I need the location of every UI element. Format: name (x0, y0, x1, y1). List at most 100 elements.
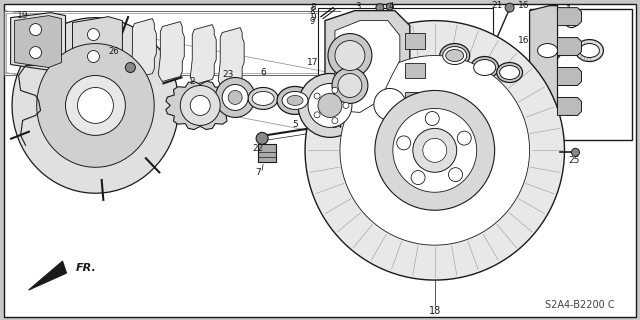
Text: 1: 1 (566, 4, 573, 15)
Ellipse shape (497, 62, 523, 83)
Circle shape (298, 74, 362, 137)
Text: 25: 25 (569, 156, 580, 165)
Polygon shape (29, 261, 67, 290)
Text: 10: 10 (334, 36, 346, 45)
Polygon shape (12, 18, 179, 193)
Polygon shape (72, 17, 122, 74)
Bar (545, 74, 563, 85)
Circle shape (376, 4, 384, 12)
Polygon shape (323, 76, 484, 132)
Polygon shape (218, 28, 244, 87)
Text: 22: 22 (253, 144, 264, 153)
Ellipse shape (443, 46, 467, 65)
Text: 2: 2 (189, 77, 195, 86)
Text: 3: 3 (355, 2, 360, 11)
Ellipse shape (579, 44, 600, 58)
Polygon shape (557, 37, 582, 56)
Circle shape (545, 108, 550, 113)
Circle shape (343, 102, 349, 108)
Ellipse shape (287, 95, 303, 105)
Circle shape (411, 171, 425, 185)
Polygon shape (557, 68, 582, 85)
Bar (529, 9, 632, 140)
Circle shape (256, 132, 268, 144)
Circle shape (458, 131, 471, 145)
Circle shape (328, 34, 372, 77)
Circle shape (429, 62, 441, 75)
Circle shape (77, 87, 113, 124)
Bar (405, 92, 425, 108)
Text: 16: 16 (518, 1, 529, 10)
Polygon shape (325, 11, 410, 125)
Text: 20: 20 (442, 81, 453, 90)
Ellipse shape (445, 50, 464, 61)
Polygon shape (11, 12, 65, 70)
Ellipse shape (504, 64, 518, 74)
Bar (405, 33, 425, 49)
Circle shape (567, 108, 572, 113)
Text: 9: 9 (310, 17, 315, 26)
Circle shape (29, 46, 42, 59)
Text: 16: 16 (518, 36, 529, 45)
Circle shape (308, 84, 352, 127)
Text: 7: 7 (255, 168, 261, 177)
Text: 5: 5 (292, 120, 298, 129)
Circle shape (335, 41, 365, 70)
Text: 11: 11 (434, 69, 445, 78)
Polygon shape (36, 44, 154, 167)
Text: FR.: FR. (76, 263, 96, 273)
Ellipse shape (252, 92, 274, 105)
Circle shape (88, 28, 99, 41)
Ellipse shape (470, 57, 499, 78)
Bar (258, 144, 276, 162)
Ellipse shape (575, 40, 604, 61)
Circle shape (449, 168, 463, 182)
Text: 9: 9 (310, 13, 316, 22)
Text: 21: 21 (491, 1, 502, 10)
Polygon shape (190, 25, 216, 84)
Circle shape (180, 85, 220, 125)
Circle shape (505, 3, 514, 12)
Circle shape (387, 3, 394, 10)
Circle shape (572, 148, 579, 156)
Bar (405, 62, 425, 78)
Polygon shape (15, 16, 61, 68)
Ellipse shape (474, 60, 495, 76)
Polygon shape (166, 81, 235, 130)
Circle shape (332, 87, 338, 93)
Polygon shape (131, 19, 156, 78)
Polygon shape (158, 22, 184, 82)
Text: 6: 6 (260, 68, 266, 77)
Circle shape (532, 13, 539, 20)
Circle shape (332, 118, 338, 124)
Circle shape (425, 112, 439, 125)
Circle shape (318, 93, 342, 117)
Circle shape (423, 138, 447, 162)
Text: 18: 18 (429, 306, 441, 316)
Circle shape (215, 77, 255, 117)
Circle shape (65, 76, 125, 135)
Polygon shape (529, 6, 557, 135)
Ellipse shape (500, 66, 520, 79)
Circle shape (338, 74, 362, 98)
Text: 8: 8 (310, 7, 315, 16)
Ellipse shape (248, 87, 278, 109)
Text: 4: 4 (388, 2, 394, 11)
Text: 28: 28 (301, 111, 313, 120)
Text: 17: 17 (307, 96, 318, 105)
Circle shape (413, 128, 457, 172)
Polygon shape (335, 20, 400, 112)
Circle shape (374, 88, 406, 120)
Text: 26: 26 (108, 47, 119, 56)
Ellipse shape (282, 92, 308, 109)
Text: 15: 15 (462, 73, 474, 82)
Circle shape (125, 62, 136, 73)
Circle shape (375, 91, 495, 210)
Circle shape (332, 68, 368, 103)
Polygon shape (305, 20, 564, 280)
Ellipse shape (440, 44, 470, 68)
Circle shape (88, 51, 99, 62)
Circle shape (190, 95, 210, 116)
Circle shape (397, 136, 411, 150)
Bar (318, 8, 493, 155)
